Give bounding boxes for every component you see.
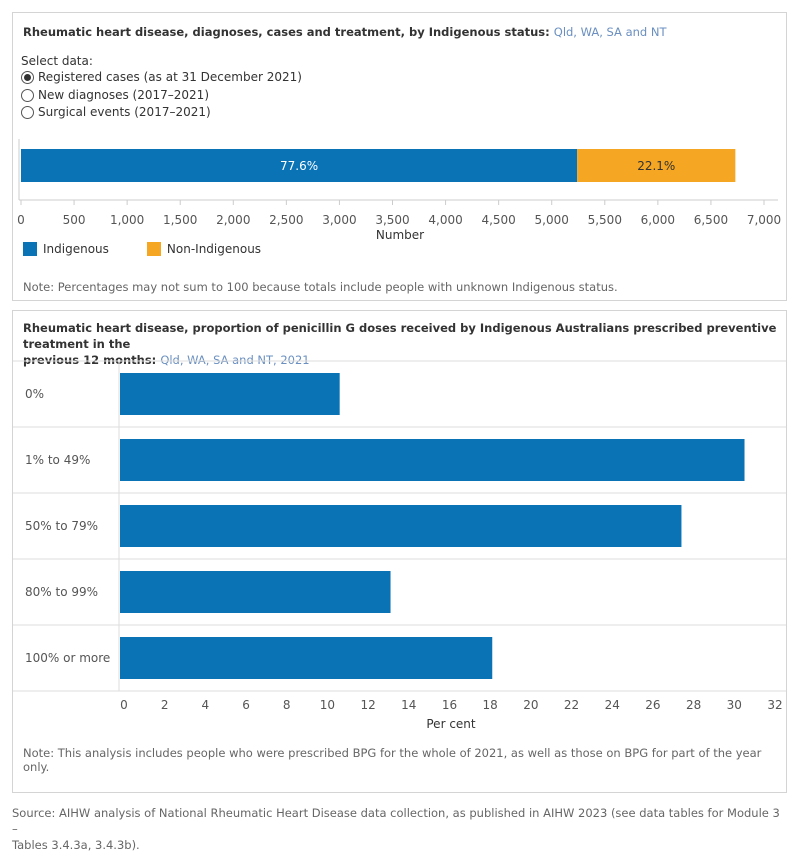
category-label: 50% to 79%: [25, 519, 98, 533]
x-tick-label: 2,500: [269, 213, 303, 227]
bar: [120, 439, 745, 481]
panel1-subtitle: Qld, WA, SA and NT: [553, 25, 667, 39]
category-label: 1% to 49%: [25, 453, 90, 467]
x-tick-label: 26: [645, 698, 660, 712]
x-tick-label: 2: [161, 698, 169, 712]
x-tick-label: 8: [283, 698, 291, 712]
x-tick-label: 22: [564, 698, 579, 712]
x-tick-label: 500: [63, 213, 86, 227]
panel1-title: Rheumatic heart disease, diagnoses, case…: [23, 24, 667, 40]
x-tick-label: 5,000: [535, 213, 569, 227]
x-tick-label: 16: [442, 698, 457, 712]
x-tick-label: 4: [202, 698, 210, 712]
legend-swatch: [23, 242, 37, 256]
select-data-label: Select data:: [21, 54, 93, 68]
x-tick-label: 3,500: [375, 213, 409, 227]
panel2-subtitle: Qld, WA, SA and NT, 2021: [160, 353, 310, 367]
panel2-note: Note: This analysis includes people who …: [23, 746, 762, 774]
legend-swatch: [146, 242, 161, 256]
panel2-title-line2: previous 12 months:: [23, 353, 157, 367]
bar-indigenous: [21, 149, 578, 182]
radio-registered-cases[interactable]: Registered cases (as at 31 December 2021…: [21, 70, 302, 84]
radio-surgical-events[interactable]: Surgical events (2017–2021): [21, 105, 211, 119]
x-axis-label: Number: [376, 228, 424, 239]
source-line1: Source: AIHW analysis of National Rheuma…: [12, 806, 780, 836]
panel1-title-text: Rheumatic heart disease, diagnoses, case…: [23, 25, 550, 39]
x-tick-label: 14: [401, 698, 416, 712]
bar: [120, 505, 682, 547]
radio-label: New diagnoses (2017–2021): [38, 88, 209, 102]
radio-button-icon[interactable]: [21, 88, 34, 102]
category-label: 100% or more: [25, 651, 110, 665]
x-tick-label: 4,500: [481, 213, 515, 227]
x-tick-label: 7,000: [747, 213, 781, 227]
radio-label: Surgical events (2017–2021): [38, 105, 211, 119]
panel2-title: Rheumatic heart disease, proportion of p…: [23, 320, 786, 368]
x-tick-label: 20: [523, 698, 538, 712]
bar-data-label: 77.6%: [280, 159, 318, 173]
x-tick-label: 32: [767, 698, 782, 712]
source-note: Source: AIHW analysis of National Rheuma…: [12, 805, 787, 853]
legend-item-non-indigenous[interactable]: Non-Indigenous: [146, 242, 262, 256]
x-tick-label: 5,500: [588, 213, 622, 227]
panel2-title-line1: Rheumatic heart disease, proportion of p…: [23, 321, 777, 351]
x-tick-label: 12: [360, 698, 375, 712]
stacked-bar-chart: 77.6% 22.1% 0 500 1,000 1,500 2,000 2,500 3,000 3…: [17, 139, 781, 239]
x-tick-label: 28: [686, 698, 701, 712]
radio-new-diagnoses[interactable]: New diagnoses (2017–2021): [21, 88, 209, 102]
radio-label: Registered cases (as at 31 December 2021…: [38, 70, 302, 84]
legend-item-indigenous[interactable]: Indigenous: [23, 242, 109, 256]
horizontal-bar-chart: 0% 1% to 49% 50% to 79% 80% to 99% 100% or m…: [13, 360, 786, 731]
x-tick-label: 30: [727, 698, 742, 712]
x-tick-label: 0: [120, 698, 128, 712]
bar: [120, 373, 340, 415]
x-tick-label: 6: [242, 698, 250, 712]
bar-data-label: 22.1%: [637, 159, 675, 173]
penicillin-bar-panel: Rheumatic heart disease, proportion of p…: [12, 310, 787, 793]
x-tick-label: 1,000: [110, 213, 144, 227]
source-line2: Tables 3.4.3a, 3.4.3b).: [12, 838, 140, 852]
x-tick-label: 1,500: [163, 213, 197, 227]
x-tick-label: 0: [17, 213, 25, 227]
x-tick-label: 10: [320, 698, 335, 712]
x-tick-label: 2,000: [216, 213, 250, 227]
bar: [120, 637, 493, 679]
stacked-bar-panel: Rheumatic heart disease, diagnoses, case…: [12, 12, 787, 301]
radio-button-icon[interactable]: [21, 70, 34, 84]
bar: [120, 571, 391, 613]
x-axis-label: Per cent: [426, 717, 476, 731]
panel1-note: Note: Percentages may not sum to 100 bec…: [23, 280, 618, 294]
x-tick-label: 3,000: [322, 213, 356, 227]
bar-non-indigenous: [577, 149, 736, 182]
x-tick-label: 4,000: [428, 213, 462, 227]
x-tick-label: 18: [483, 698, 498, 712]
radio-button-icon[interactable]: [21, 105, 34, 119]
legend: Indigenous Non-Indigenous: [23, 242, 299, 256]
category-label: 80% to 99%: [25, 585, 98, 599]
legend-label: Non-Indigenous: [166, 242, 262, 256]
legend-label: Indigenous: [43, 242, 109, 256]
x-tick-label: 6,000: [641, 213, 675, 227]
category-label: 0%: [25, 387, 44, 401]
x-tick-label: 24: [605, 698, 620, 712]
x-tick-label: 6,500: [694, 213, 728, 227]
